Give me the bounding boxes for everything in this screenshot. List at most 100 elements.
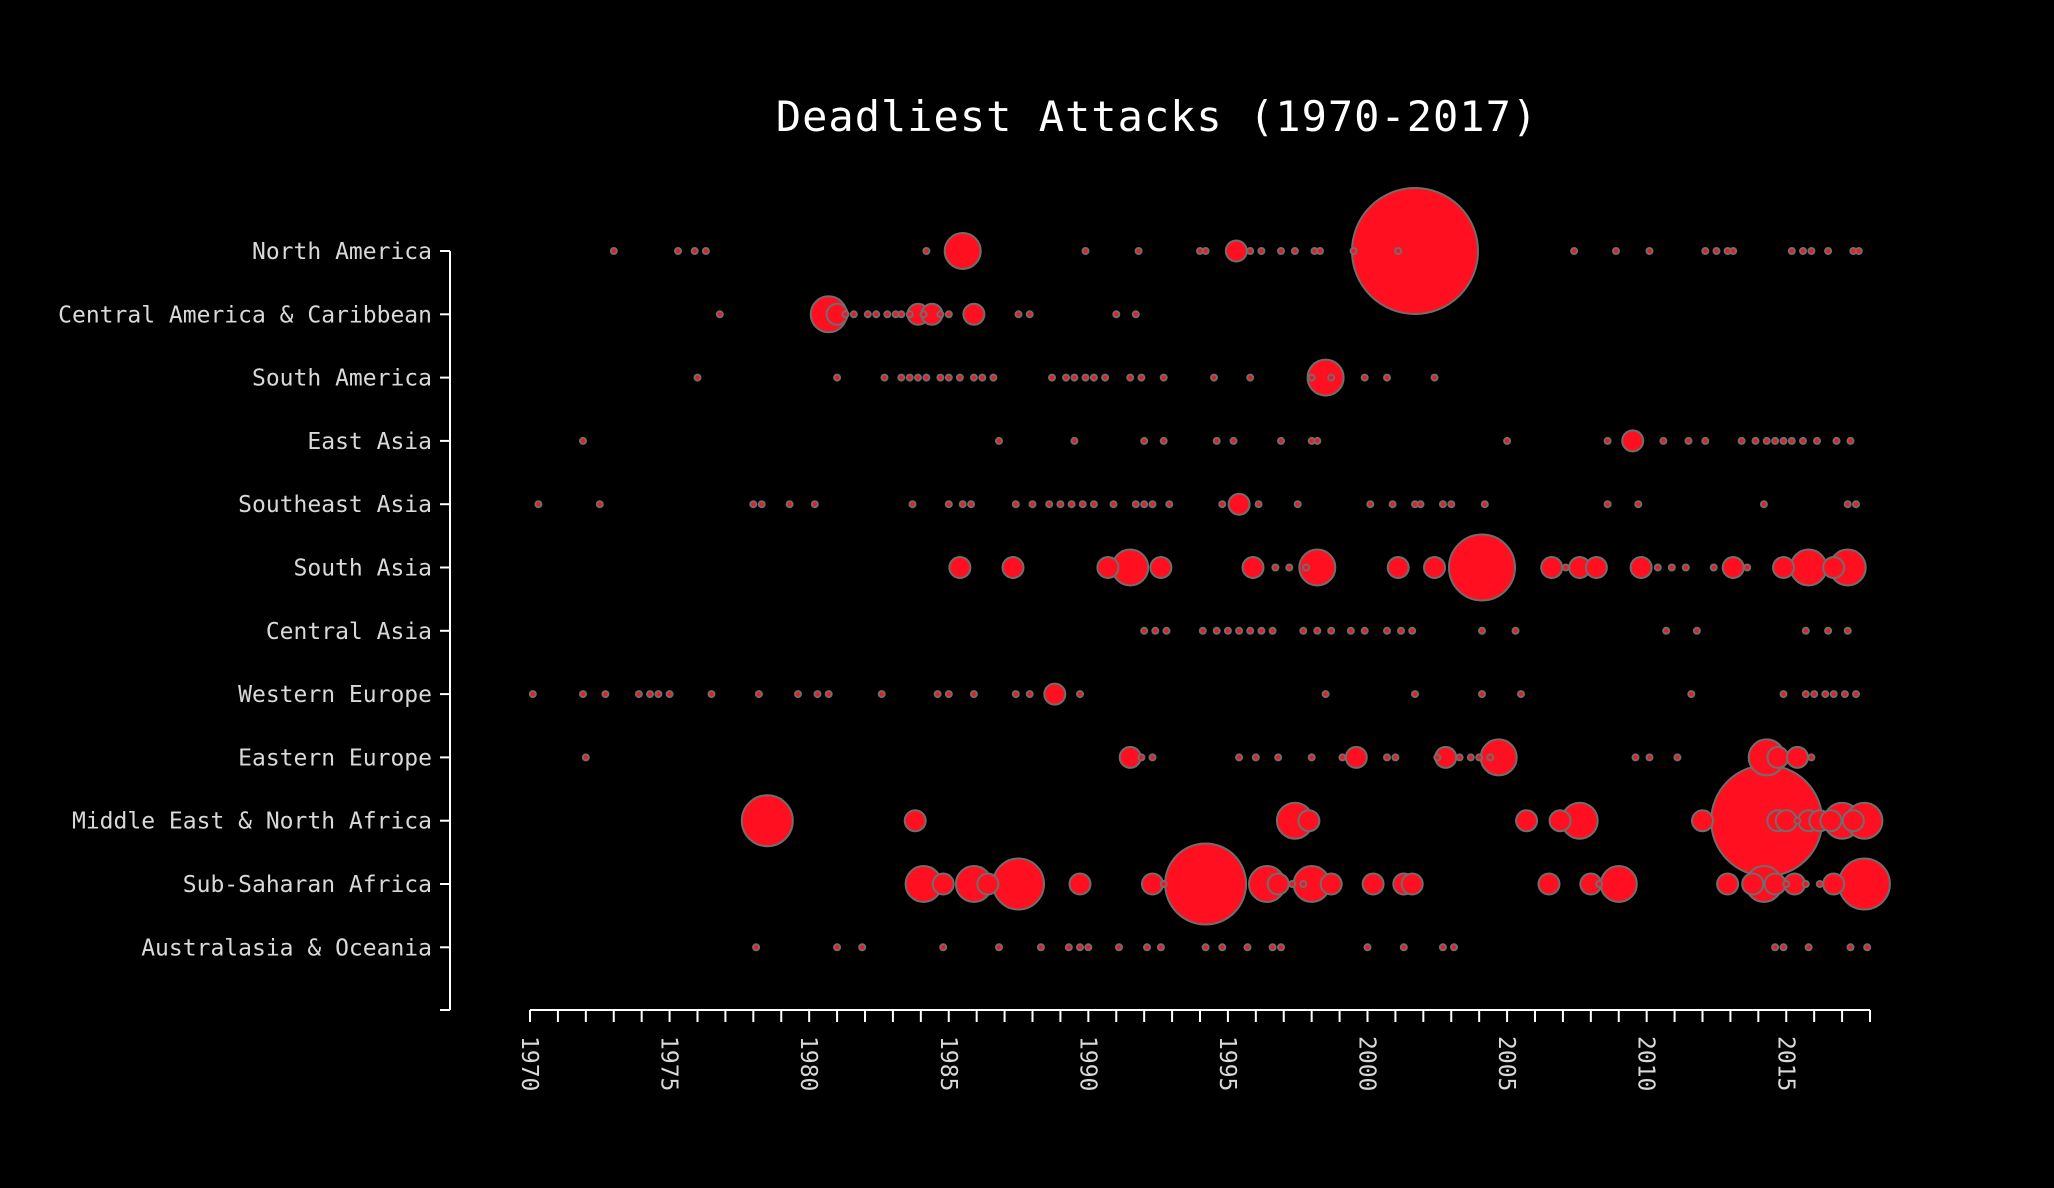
data-point [824, 690, 833, 699]
data-point [1716, 872, 1740, 896]
data-point [936, 310, 945, 319]
data-point [1561, 563, 1570, 572]
x-tick-label: 2015 [1772, 1036, 1798, 1091]
y-axis: North America Central America & Caribbean… [58, 239, 451, 1011]
data-point [1045, 500, 1054, 509]
data-point [1277, 943, 1285, 952]
data-point [1159, 436, 1168, 445]
data-point [1712, 247, 1721, 255]
data-point [1852, 500, 1860, 509]
data-point [693, 373, 702, 382]
data-point [1081, 373, 1090, 382]
data-point [1164, 842, 1248, 926]
data-point [1822, 556, 1846, 579]
data-point [1134, 247, 1143, 255]
data-point [1391, 753, 1400, 762]
data-point [1338, 753, 1347, 762]
y-tick-label: Middle East & North Africa [72, 809, 432, 835]
data-point [1621, 429, 1645, 453]
data-point [1692, 626, 1701, 635]
data-point [995, 943, 1003, 952]
data-point [1411, 690, 1419, 699]
data-point [579, 436, 587, 445]
data-point [989, 373, 998, 382]
data-point [794, 690, 802, 699]
data-point [1841, 809, 1865, 833]
data-point [1084, 943, 1093, 952]
data-point [1466, 753, 1475, 762]
y-tick-label: South Asia [294, 556, 432, 582]
data-point [933, 690, 942, 699]
data-point [1829, 690, 1838, 699]
data-point [1218, 943, 1227, 952]
data-point [749, 500, 758, 509]
data-point [1681, 563, 1690, 572]
data-point [1603, 500, 1612, 509]
data-point [1290, 247, 1299, 255]
data-point [1475, 753, 1484, 762]
data-point [1360, 626, 1369, 635]
data-point [1511, 626, 1520, 635]
data-point [1807, 247, 1816, 255]
data-point [1843, 626, 1852, 635]
data-point [1824, 247, 1833, 255]
data-point [1299, 626, 1308, 635]
data-point [1078, 500, 1087, 509]
data-point [1595, 880, 1604, 888]
data-point [943, 232, 982, 270]
data-point [1210, 373, 1218, 382]
data-point [1570, 247, 1579, 255]
data-point [609, 247, 618, 255]
data-point [1766, 745, 1790, 769]
data-point [1629, 556, 1653, 579]
data-point [785, 500, 794, 509]
data-point [1271, 563, 1280, 572]
data-point [1070, 436, 1079, 445]
chart-title: Deadliest Attacks (1970-2017) [776, 92, 1538, 141]
data-point [1036, 943, 1045, 952]
data-point [1131, 310, 1140, 319]
data-point [1837, 857, 1891, 911]
y-tick-label: North America [252, 239, 432, 265]
data-point [897, 310, 906, 319]
data-point [1737, 436, 1746, 445]
data-point [1397, 626, 1405, 635]
data-point [1235, 626, 1244, 635]
data-point [1277, 247, 1285, 255]
data-point [1480, 500, 1489, 509]
data-point [1321, 690, 1330, 699]
data-point [1307, 753, 1316, 762]
data-point [1151, 626, 1160, 635]
data-point [1277, 436, 1285, 445]
data-point [931, 872, 955, 896]
data-point [1807, 753, 1816, 762]
data-point [1246, 247, 1255, 255]
x-tick-label: 1975 [656, 1036, 682, 1091]
data-point [1254, 500, 1263, 509]
data-point [1741, 872, 1765, 896]
data-point [690, 247, 699, 255]
data-point [944, 500, 953, 509]
data-point [1148, 753, 1157, 762]
data-point [1645, 753, 1654, 762]
data-point [883, 310, 892, 319]
data-point [1743, 563, 1752, 572]
x-tick-label: 1995 [1214, 1036, 1240, 1091]
data-point [1274, 753, 1283, 762]
data-point [1344, 745, 1368, 769]
data-point [1241, 556, 1265, 579]
data-point [595, 500, 604, 509]
data-point [1131, 500, 1140, 509]
data-point [1162, 626, 1171, 635]
data-point [1612, 247, 1620, 255]
data-point [1721, 556, 1745, 579]
data-point [1438, 943, 1447, 952]
data-point [1701, 247, 1710, 255]
data-point [1684, 436, 1693, 445]
data-point [1313, 436, 1322, 445]
data-point [1801, 626, 1810, 635]
data-point [1673, 753, 1682, 762]
data-point [707, 690, 716, 699]
data-point [1011, 690, 1020, 699]
x-tick-label: 1990 [1074, 1036, 1100, 1091]
